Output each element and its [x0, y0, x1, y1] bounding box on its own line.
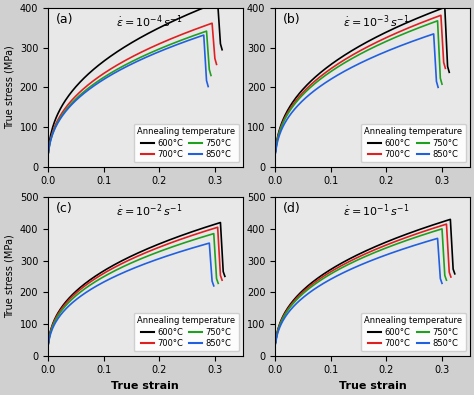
Legend: 600°C, 700°C, 750°C, 850°C: 600°C, 700°C, 750°C, 850°C	[361, 313, 465, 352]
X-axis label: True strain: True strain	[111, 381, 179, 391]
Legend: 600°C, 700°C, 750°C, 850°C: 600°C, 700°C, 750°C, 850°C	[134, 124, 238, 162]
Text: (a): (a)	[56, 13, 73, 26]
Legend: 600°C, 700°C, 750°C, 850°C: 600°C, 700°C, 750°C, 850°C	[134, 313, 238, 352]
Text: (d): (d)	[283, 202, 301, 215]
Text: (b): (b)	[283, 13, 301, 26]
Y-axis label: True stress (MPa): True stress (MPa)	[4, 235, 14, 318]
Text: $\dot{\varepsilon}=10^{-3}\,s^{-1}$: $\dot{\varepsilon}=10^{-3}\,s^{-1}$	[343, 13, 410, 30]
X-axis label: True strain: True strain	[338, 381, 406, 391]
Text: $\dot{\varepsilon}=10^{-4}\,s^{-1}$: $\dot{\varepsilon}=10^{-4}\,s^{-1}$	[116, 13, 182, 30]
Text: (c): (c)	[56, 202, 73, 215]
Legend: 600°C, 700°C, 750°C, 850°C: 600°C, 700°C, 750°C, 850°C	[361, 124, 465, 162]
Y-axis label: True stress (MPa): True stress (MPa)	[4, 45, 14, 129]
Text: $\dot{\varepsilon}=10^{-1}\,s^{-1}$: $\dot{\varepsilon}=10^{-1}\,s^{-1}$	[343, 202, 410, 218]
Text: $\dot{\varepsilon}=10^{-2}\,s^{-1}$: $\dot{\varepsilon}=10^{-2}\,s^{-1}$	[116, 202, 182, 218]
